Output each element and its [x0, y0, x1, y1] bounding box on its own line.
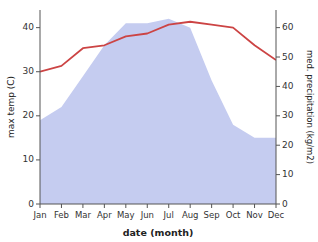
- x-tick-label: Oct: [226, 210, 241, 220]
- x-tick: [276, 204, 277, 208]
- x-tick: [147, 204, 148, 208]
- x-tick: [233, 204, 234, 208]
- left-tick: [36, 159, 40, 160]
- left-tick: [36, 115, 40, 116]
- chart-container: 0 10 20 30 40 0 10 20 30 40 50 60 Jan Feb Mar Apr May Jun…: [0, 0, 318, 242]
- left-tick: [36, 204, 40, 205]
- right-tick: [276, 145, 280, 146]
- temperature-area: [40, 19, 276, 204]
- x-axis-title: date (month): [123, 227, 194, 238]
- x-tick-label: Feb: [54, 210, 69, 220]
- x-tick-label: Nov: [246, 210, 263, 220]
- right-tick-label: 30: [282, 110, 294, 120]
- x-tick-label: Sep: [204, 210, 220, 220]
- right-tick-label: 40: [282, 81, 294, 91]
- chart: 0 10 20 30 40 0 10 20 30 40 50 60 Jan Feb Mar Apr May Jun…: [0, 0, 318, 242]
- left-tick-label: 40: [23, 22, 35, 32]
- x-tick-label: May: [117, 210, 135, 220]
- x-tick-label: Jul: [163, 210, 174, 220]
- x-tick: [254, 204, 255, 208]
- x-tick: [211, 204, 212, 208]
- x-tick: [40, 204, 41, 208]
- x-tick: [125, 204, 126, 208]
- right-tick: [276, 174, 280, 175]
- right-tick: [276, 86, 280, 87]
- x-tick-label: Mar: [75, 210, 92, 220]
- plot-area: [40, 19, 276, 204]
- right-tick-label: 60: [282, 22, 294, 32]
- x-tick: [168, 204, 169, 208]
- x-tick-label: Dec: [268, 210, 285, 220]
- left-axis-title: max temp (C): [6, 76, 16, 138]
- left-axis-line: [40, 10, 41, 204]
- axes: 0 10 20 30 40 0 10 20 30 40 50 60 Jan Feb Mar Apr May Jun…: [23, 10, 294, 220]
- x-tick: [190, 204, 191, 208]
- x-tick-label: Aug: [182, 210, 199, 220]
- left-tick: [36, 27, 40, 28]
- x-tick: [61, 204, 62, 208]
- right-tick: [276, 115, 280, 116]
- precipitation-line: [40, 22, 276, 72]
- left-tick-label: 20: [23, 110, 35, 120]
- right-tick: [276, 27, 280, 28]
- right-tick: [276, 204, 280, 205]
- left-tick: [36, 71, 40, 72]
- left-tick-label: 30: [23, 66, 35, 76]
- left-tick-label: 0: [28, 199, 34, 209]
- x-tick: [82, 204, 83, 208]
- right-tick: [276, 57, 280, 58]
- x-tick-label: Jun: [140, 210, 154, 220]
- right-tick-label: 50: [282, 52, 294, 62]
- x-tick-label: Jan: [32, 210, 46, 220]
- right-tick-label: 20: [282, 140, 294, 150]
- right-axis-title: med. precipitation (kg/m2): [305, 50, 315, 164]
- x-tick-label: Apr: [97, 210, 112, 220]
- right-tick-label: 0: [282, 199, 288, 209]
- x-axis-line: [40, 204, 276, 205]
- right-tick-label: 10: [282, 169, 294, 179]
- x-tick: [104, 204, 105, 208]
- left-tick-label: 10: [23, 154, 35, 164]
